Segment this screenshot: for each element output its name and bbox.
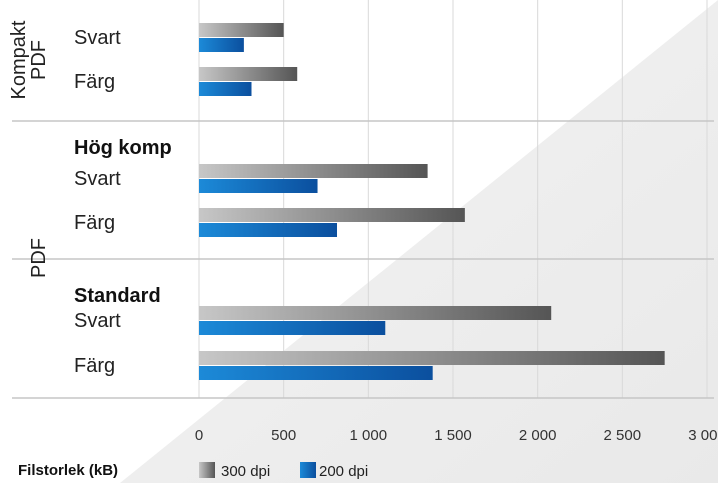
group-label-line: PDF xyxy=(28,40,50,80)
x-tick-label: 3 000 xyxy=(688,427,718,444)
legend-label: 300 dpi xyxy=(221,463,270,480)
bar-300dpi xyxy=(199,306,552,320)
bar-200dpi xyxy=(199,38,244,52)
group-label-line: PDF xyxy=(28,238,50,278)
bar-200dpi xyxy=(199,321,386,335)
subgroup-label: Standard xyxy=(74,285,161,307)
legend-swatch xyxy=(300,462,316,478)
x-tick-label: 2 000 xyxy=(519,427,557,444)
bar-200dpi xyxy=(199,179,318,193)
x-tick-label: 1 500 xyxy=(434,427,472,444)
bar-300dpi xyxy=(199,351,665,365)
bar-300dpi xyxy=(199,67,298,81)
bar-200dpi xyxy=(199,223,338,237)
row-label: Färg xyxy=(74,212,115,234)
x-tick-label: 500 xyxy=(271,427,296,444)
subgroup-label: Hög komp xyxy=(74,137,172,159)
axis-title: Filstorlek (kB) xyxy=(18,462,118,479)
row-label: Svart xyxy=(74,310,121,332)
bar-200dpi xyxy=(199,82,252,96)
x-tick-label: 0 xyxy=(195,427,203,444)
legend-label: 200 dpi xyxy=(319,463,368,480)
group-label: KompaktPDF xyxy=(8,20,50,99)
group-label: PDF xyxy=(28,238,50,278)
bar-300dpi xyxy=(199,164,428,178)
row-label: Svart xyxy=(74,168,121,190)
group-label-line: Kompakt xyxy=(8,20,30,99)
legend-swatch xyxy=(199,462,215,478)
bar-200dpi xyxy=(199,366,433,380)
bar-300dpi xyxy=(199,208,465,222)
row-label: Färg xyxy=(74,355,115,377)
x-tick-label: 2 500 xyxy=(604,427,642,444)
row-label: Svart xyxy=(74,27,121,49)
bar-300dpi xyxy=(199,23,284,37)
x-tick-label: 1 000 xyxy=(350,427,388,444)
row-label: Färg xyxy=(74,71,115,93)
